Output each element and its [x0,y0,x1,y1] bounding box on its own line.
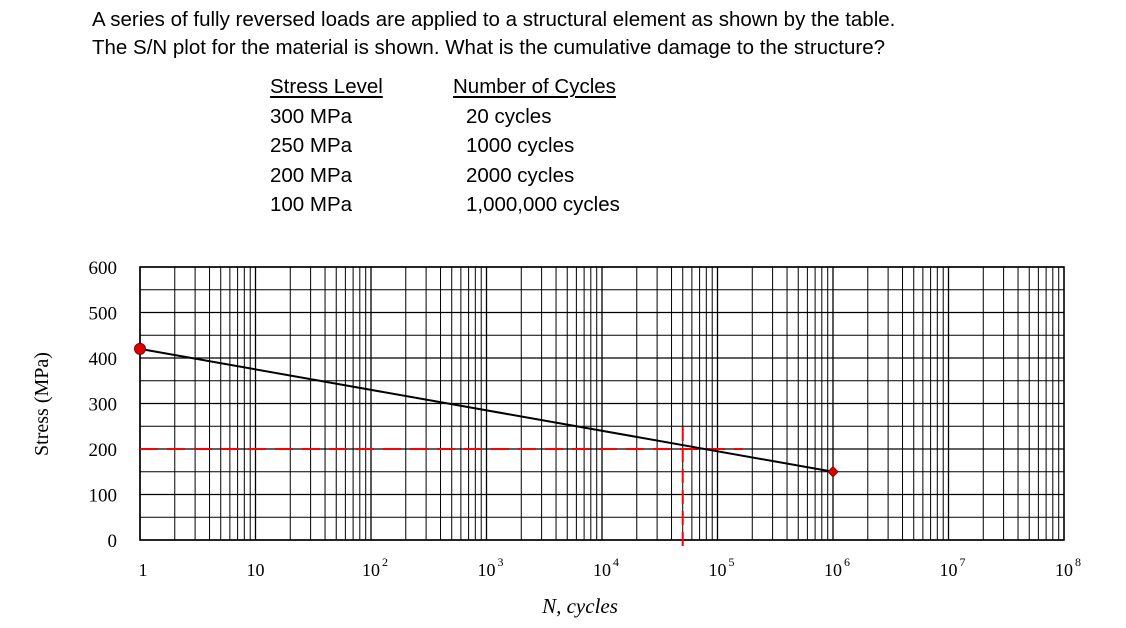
cycles-cell-4: 1,000,000 cycles [466,193,620,216]
x-tick-label: 10 [593,560,611,580]
x-tick-label: 10 [1055,560,1073,580]
y-tick-label: 0 [108,531,118,552]
stress-cell-2: 250 MPa [270,134,353,157]
chart-guides [140,427,743,550]
x-tick-label: 10 [824,560,842,580]
x-axis-label: N, cycles [541,594,618,618]
y-tick-label: 200 [89,440,118,461]
question-text: A series of fully reversed loads are app… [92,6,1092,62]
cycles-cell-1: 20 cycles [466,104,552,128]
question-line-1: A series of fully reversed loads are app… [92,8,896,31]
x-tick-label: 10 [940,560,958,580]
question-line-2: The S/N plot for the material is shown. … [92,36,886,59]
stress-level-column: Stress Level 300 MPa 250 MPa 200 MPa 100… [270,72,383,220]
cycles-column: Number of Cycles 20 cycles 1000 cycles 2… [453,72,620,220]
curve-end-point [827,466,839,478]
stress-cell-4: 100 MPa [270,193,353,216]
sn-curve-line [139,347,834,473]
x-tick-exponent: 5 [729,555,735,569]
x-tick-labels: 1 10 10 2 10 3 10 4 10 5 10 6 10 7 10 8 [139,555,1082,580]
curve-start-point [134,342,146,355]
x-tick-label: 10 [478,560,496,580]
stress-cell-3: 200 MPa [270,163,353,187]
chart-grid [139,266,1065,541]
x-tick-label: 10 [362,560,380,580]
x-tick-label: 10 [247,560,265,580]
x-tick-label: 1 [139,560,148,580]
x-tick-label: 10 [709,560,727,580]
y-tick-label: 400 [89,349,118,370]
y-tick-label: 600 [89,258,118,279]
cycles-cell-2: 1000 cycles [466,134,575,157]
chart-series [134,342,839,478]
y-tick-label: 500 [89,304,118,325]
x-tick-exponent: 6 [844,555,850,569]
stress-cell-1: 300 MPa [270,104,353,128]
x-tick-exponent: 2 [382,555,388,569]
x-tick-exponent: 4 [613,555,619,569]
x-tick-exponent: 7 [960,555,966,569]
y-tick-labels: 600 500 400 300 200 100 0 [89,258,118,552]
y-tick-label: 300 [89,395,118,416]
x-tick-exponent: 3 [498,555,504,569]
cycles-cell-3: 2000 cycles [466,163,575,187]
y-tick-label: 100 [89,486,118,507]
stress-level-header: Stress Level [270,75,383,98]
cycles-header: Number of Cycles [453,75,616,98]
x-tick-exponent: 8 [1075,555,1081,569]
y-axis-label: Stress (MPa) [31,352,53,456]
